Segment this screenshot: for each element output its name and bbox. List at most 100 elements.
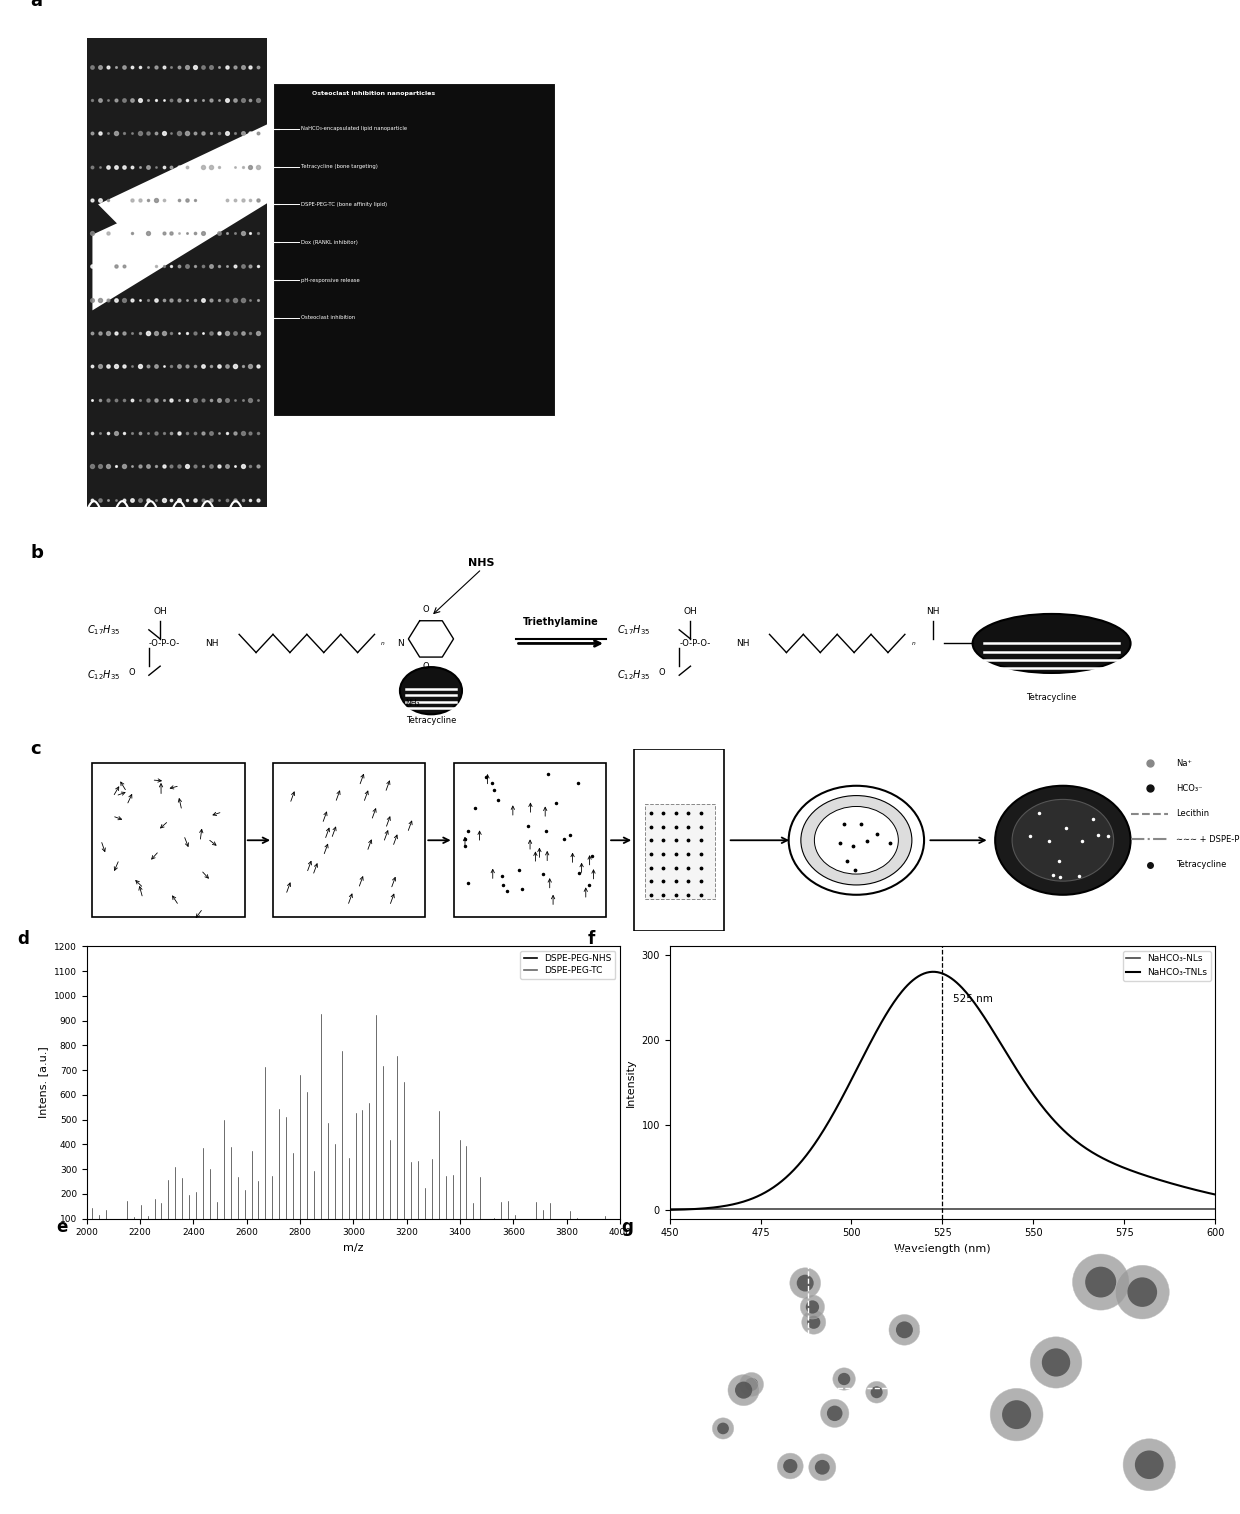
Text: 525 nm: 525 nm	[954, 993, 993, 1004]
Circle shape	[807, 1316, 821, 1329]
Point	[1045, 230, 1065, 254]
Ellipse shape	[972, 615, 1131, 672]
Point	[779, 112, 799, 136]
Ellipse shape	[1131, 160, 1164, 188]
Point	[1080, 300, 1100, 324]
Text: f: f	[588, 930, 595, 948]
Text: 200 nm: 200 nm	[734, 1487, 765, 1496]
Text: DSPE-PEG-TC (bone affinity lipid): DSPE-PEG-TC (bone affinity lipid)	[301, 201, 387, 207]
Circle shape	[889, 1314, 920, 1346]
Point	[1120, 362, 1140, 386]
Ellipse shape	[1096, 191, 1131, 218]
Text: pH-responsive release: pH-responsive release	[301, 277, 360, 283]
Point	[739, 406, 759, 430]
Point	[678, 372, 698, 397]
Point	[644, 421, 663, 445]
Point	[704, 333, 724, 357]
Point	[804, 295, 823, 319]
Point	[939, 406, 959, 430]
Circle shape	[802, 1310, 826, 1334]
Circle shape	[800, 1294, 825, 1319]
Text: O: O	[422, 662, 429, 671]
Point	[596, 448, 616, 472]
Point	[1007, 107, 1027, 132]
Text: 5: 5	[1054, 245, 1060, 254]
Text: Tetracycline: Tetracycline	[405, 716, 456, 725]
Circle shape	[833, 1367, 856, 1390]
Point	[687, 431, 707, 456]
Point	[848, 283, 868, 307]
Text: Osteoblast: Osteoblast	[123, 30, 164, 39]
Text: HCO₃⁻: HCO₃⁻	[1176, 784, 1203, 793]
Legend: NaHCO₃-NLs, NaHCO₃-TNLs: NaHCO₃-NLs, NaHCO₃-TNLs	[1122, 951, 1210, 981]
Circle shape	[838, 1373, 851, 1385]
Bar	[808, 1251, 920, 1387]
Circle shape	[739, 1373, 764, 1396]
Text: ● OstE: ● OstE	[560, 525, 580, 531]
Point	[895, 156, 915, 180]
Circle shape	[712, 1417, 734, 1440]
Circle shape	[1002, 1400, 1032, 1429]
Point	[911, 492, 931, 516]
Text: c: c	[30, 740, 41, 759]
Text: Tetracycline: Tetracycline	[110, 1485, 165, 1493]
Circle shape	[789, 786, 924, 895]
Circle shape	[717, 1423, 729, 1434]
Point	[759, 371, 779, 395]
Bar	[454, 763, 606, 917]
Point	[694, 301, 714, 326]
Circle shape	[827, 1405, 842, 1422]
Point	[693, 192, 713, 217]
Bar	[645, 804, 715, 899]
Point	[668, 245, 688, 269]
Point	[1047, 138, 1066, 162]
Point	[951, 483, 971, 507]
Text: d: d	[17, 930, 30, 948]
Point	[1164, 215, 1184, 239]
Point	[605, 369, 625, 394]
Text: Tetracycline: Tetracycline	[1176, 860, 1226, 869]
Point	[703, 401, 723, 425]
Text: 4: 4	[930, 291, 936, 300]
Point	[1008, 309, 1028, 333]
Text: $_n$: $_n$	[910, 639, 916, 648]
Point	[637, 291, 657, 315]
Text: FITC+NaHCO₃: FITC+NaHCO₃	[289, 1485, 351, 1493]
Bar	[273, 83, 556, 416]
Circle shape	[897, 1322, 913, 1338]
Point	[799, 401, 818, 425]
Point	[994, 144, 1014, 168]
Point	[702, 218, 722, 242]
Point	[1147, 448, 1167, 472]
Text: Tetracycline: Tetracycline	[1027, 693, 1076, 702]
Point	[1021, 400, 1040, 424]
Text: Osteoclast: Osteoclast	[764, 525, 792, 531]
Point	[696, 294, 715, 318]
Text: Osteoclast inhibition: Osteoclast inhibition	[301, 315, 356, 321]
Text: NHS: NHS	[469, 559, 495, 568]
Text: b: b	[30, 544, 43, 562]
Point	[1068, 151, 1087, 176]
Text: 6: 6	[1099, 94, 1106, 103]
Circle shape	[801, 795, 911, 886]
Point	[766, 289, 786, 313]
Text: Lecithin: Lecithin	[1176, 810, 1209, 819]
Point	[1136, 368, 1156, 392]
Circle shape	[790, 1267, 821, 1299]
Polygon shape	[93, 159, 290, 310]
Point	[1064, 297, 1084, 321]
Circle shape	[870, 1387, 883, 1399]
Circle shape	[1012, 799, 1114, 881]
Point	[657, 177, 677, 201]
Text: $C_{12}H_{35}$: $C_{12}H_{35}$	[618, 668, 650, 683]
Circle shape	[866, 1381, 888, 1403]
Text: Osteoclastogenesis: Osteoclastogenesis	[1102, 500, 1156, 506]
Text: O: O	[658, 668, 666, 677]
Point	[1073, 303, 1092, 327]
Point	[909, 480, 929, 504]
Point	[753, 383, 773, 407]
Circle shape	[996, 786, 1131, 895]
Point	[629, 195, 649, 220]
Text: e: e	[56, 1217, 68, 1235]
Point	[1153, 250, 1173, 274]
